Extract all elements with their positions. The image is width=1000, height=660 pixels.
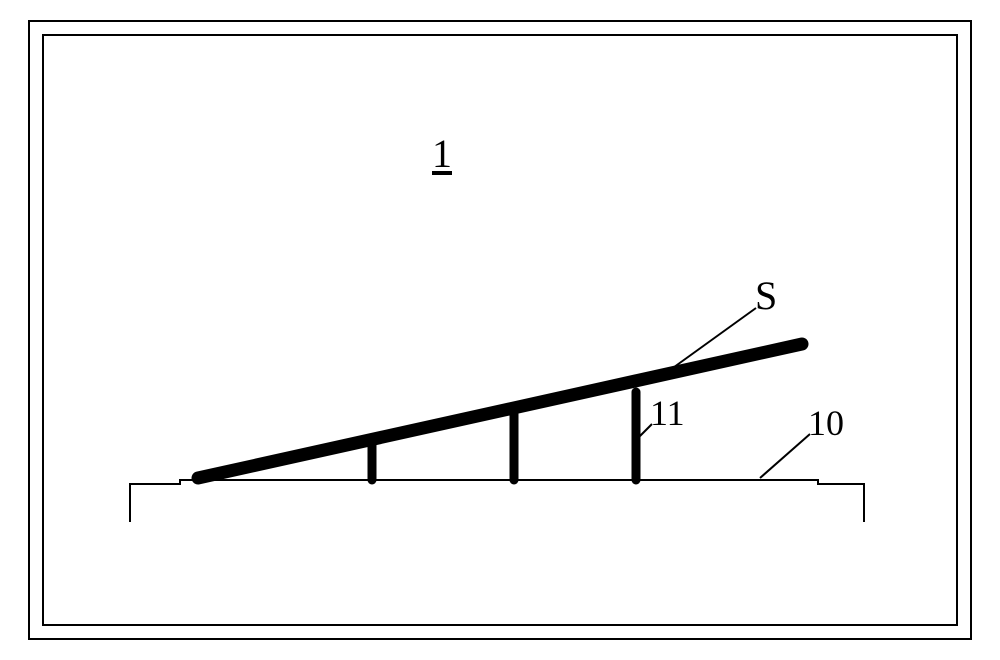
post-label: 11 <box>650 392 685 434</box>
figure-number-label: 1 <box>432 130 452 177</box>
ramp-label: S <box>755 272 777 319</box>
base-label: 10 <box>808 402 844 444</box>
diagram-svg <box>0 0 1000 660</box>
